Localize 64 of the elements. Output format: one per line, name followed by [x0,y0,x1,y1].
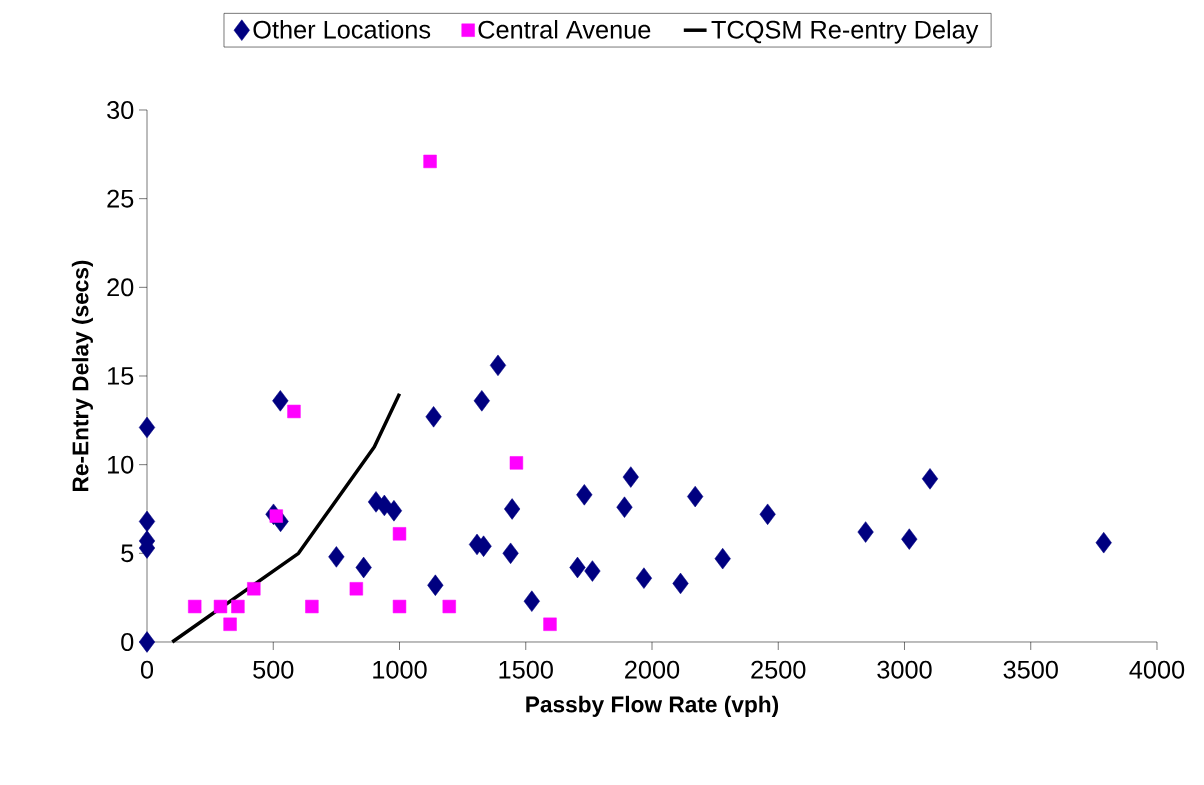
point [523,590,540,612]
point [584,560,601,582]
point [269,509,283,523]
point [425,406,442,428]
x-tick-label: 2000 [625,660,680,679]
y-tick-label: 20 [107,278,134,297]
y-tick-label: 25 [107,189,134,208]
y-tick-label: 5 [121,544,134,563]
point [287,404,301,419]
point [687,485,704,508]
point [442,599,456,614]
point [714,547,731,570]
point [349,582,363,596]
point [392,527,407,541]
point [355,556,372,579]
point [616,496,633,518]
legend-label: TCQSM Re-entry Delay [711,20,979,44]
point [622,466,639,488]
point [231,599,245,614]
point [543,617,557,631]
point [423,154,437,169]
point [305,599,319,614]
point [509,456,524,470]
point [138,631,156,653]
legend-label: Other Locations [253,20,431,39]
x-tick-label: 4000 [1129,660,1185,679]
point [857,521,874,543]
point [921,468,939,490]
point [759,503,776,525]
point [223,617,237,631]
point [272,390,289,412]
point [576,484,593,506]
point [635,567,652,589]
point [489,354,507,377]
point [213,599,228,614]
x-axis-title: Passby Flow Rate (vph) [526,695,779,717]
y-tick-label: 10 [108,455,134,474]
point [473,390,490,412]
point [392,599,407,614]
x-tick-label: 3000 [877,660,932,679]
y-axis-title: Re-Entry Delay (secs) [71,260,93,491]
point [504,498,521,520]
legend-label: Central Avenue [478,20,651,39]
point [328,546,345,568]
point [1095,532,1112,554]
point [427,574,444,596]
x-tick-label: 2500 [751,660,806,679]
point [569,556,586,579]
x-tick-label: 3500 [1003,660,1058,679]
point [502,542,519,564]
point [188,599,202,614]
point [138,510,156,533]
x-tick-label: 1000 [373,660,427,679]
x-tick-label: 0 [140,660,154,679]
x-tick-label: 1500 [499,660,553,679]
point [901,528,918,550]
y-tick-label: 0 [121,633,134,651]
point [672,572,689,595]
y-tick-label: 30 [107,101,134,119]
point [247,582,261,596]
y-tick-label: 15 [108,367,134,385]
point [138,416,156,439]
point [385,500,403,522]
x-tick-label: 500 [253,660,294,679]
